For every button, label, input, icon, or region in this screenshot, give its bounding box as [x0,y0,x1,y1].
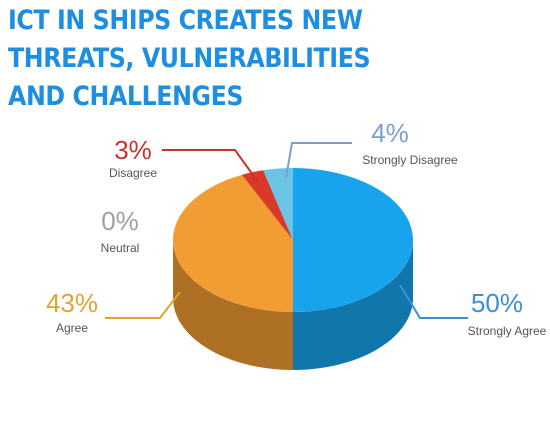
category-label: Strongly Agree [468,324,547,338]
leader-line [162,149,259,183]
slice [173,174,293,312]
slice-side [293,240,413,370]
leader-line [399,284,468,319]
category-label: Strongly Disagree [362,153,458,167]
slice [241,170,293,240]
category-label: Disagree [109,166,157,180]
slice-side [173,240,293,370]
chart-title: ICT IN SHIPS CREATES NEW THREATS, VULNER… [8,5,371,112]
value-label: 0% [101,206,139,236]
slice [293,168,413,312]
value-label: 43% [46,288,98,318]
value-label: 4% [371,118,409,148]
leader-line [105,291,181,319]
value-label: 50% [471,288,523,318]
value-label: 3% [114,135,152,165]
category-label: Neutral [101,241,140,255]
category-label: Agree [56,321,88,335]
slice [263,168,293,240]
leader-line [285,142,352,179]
